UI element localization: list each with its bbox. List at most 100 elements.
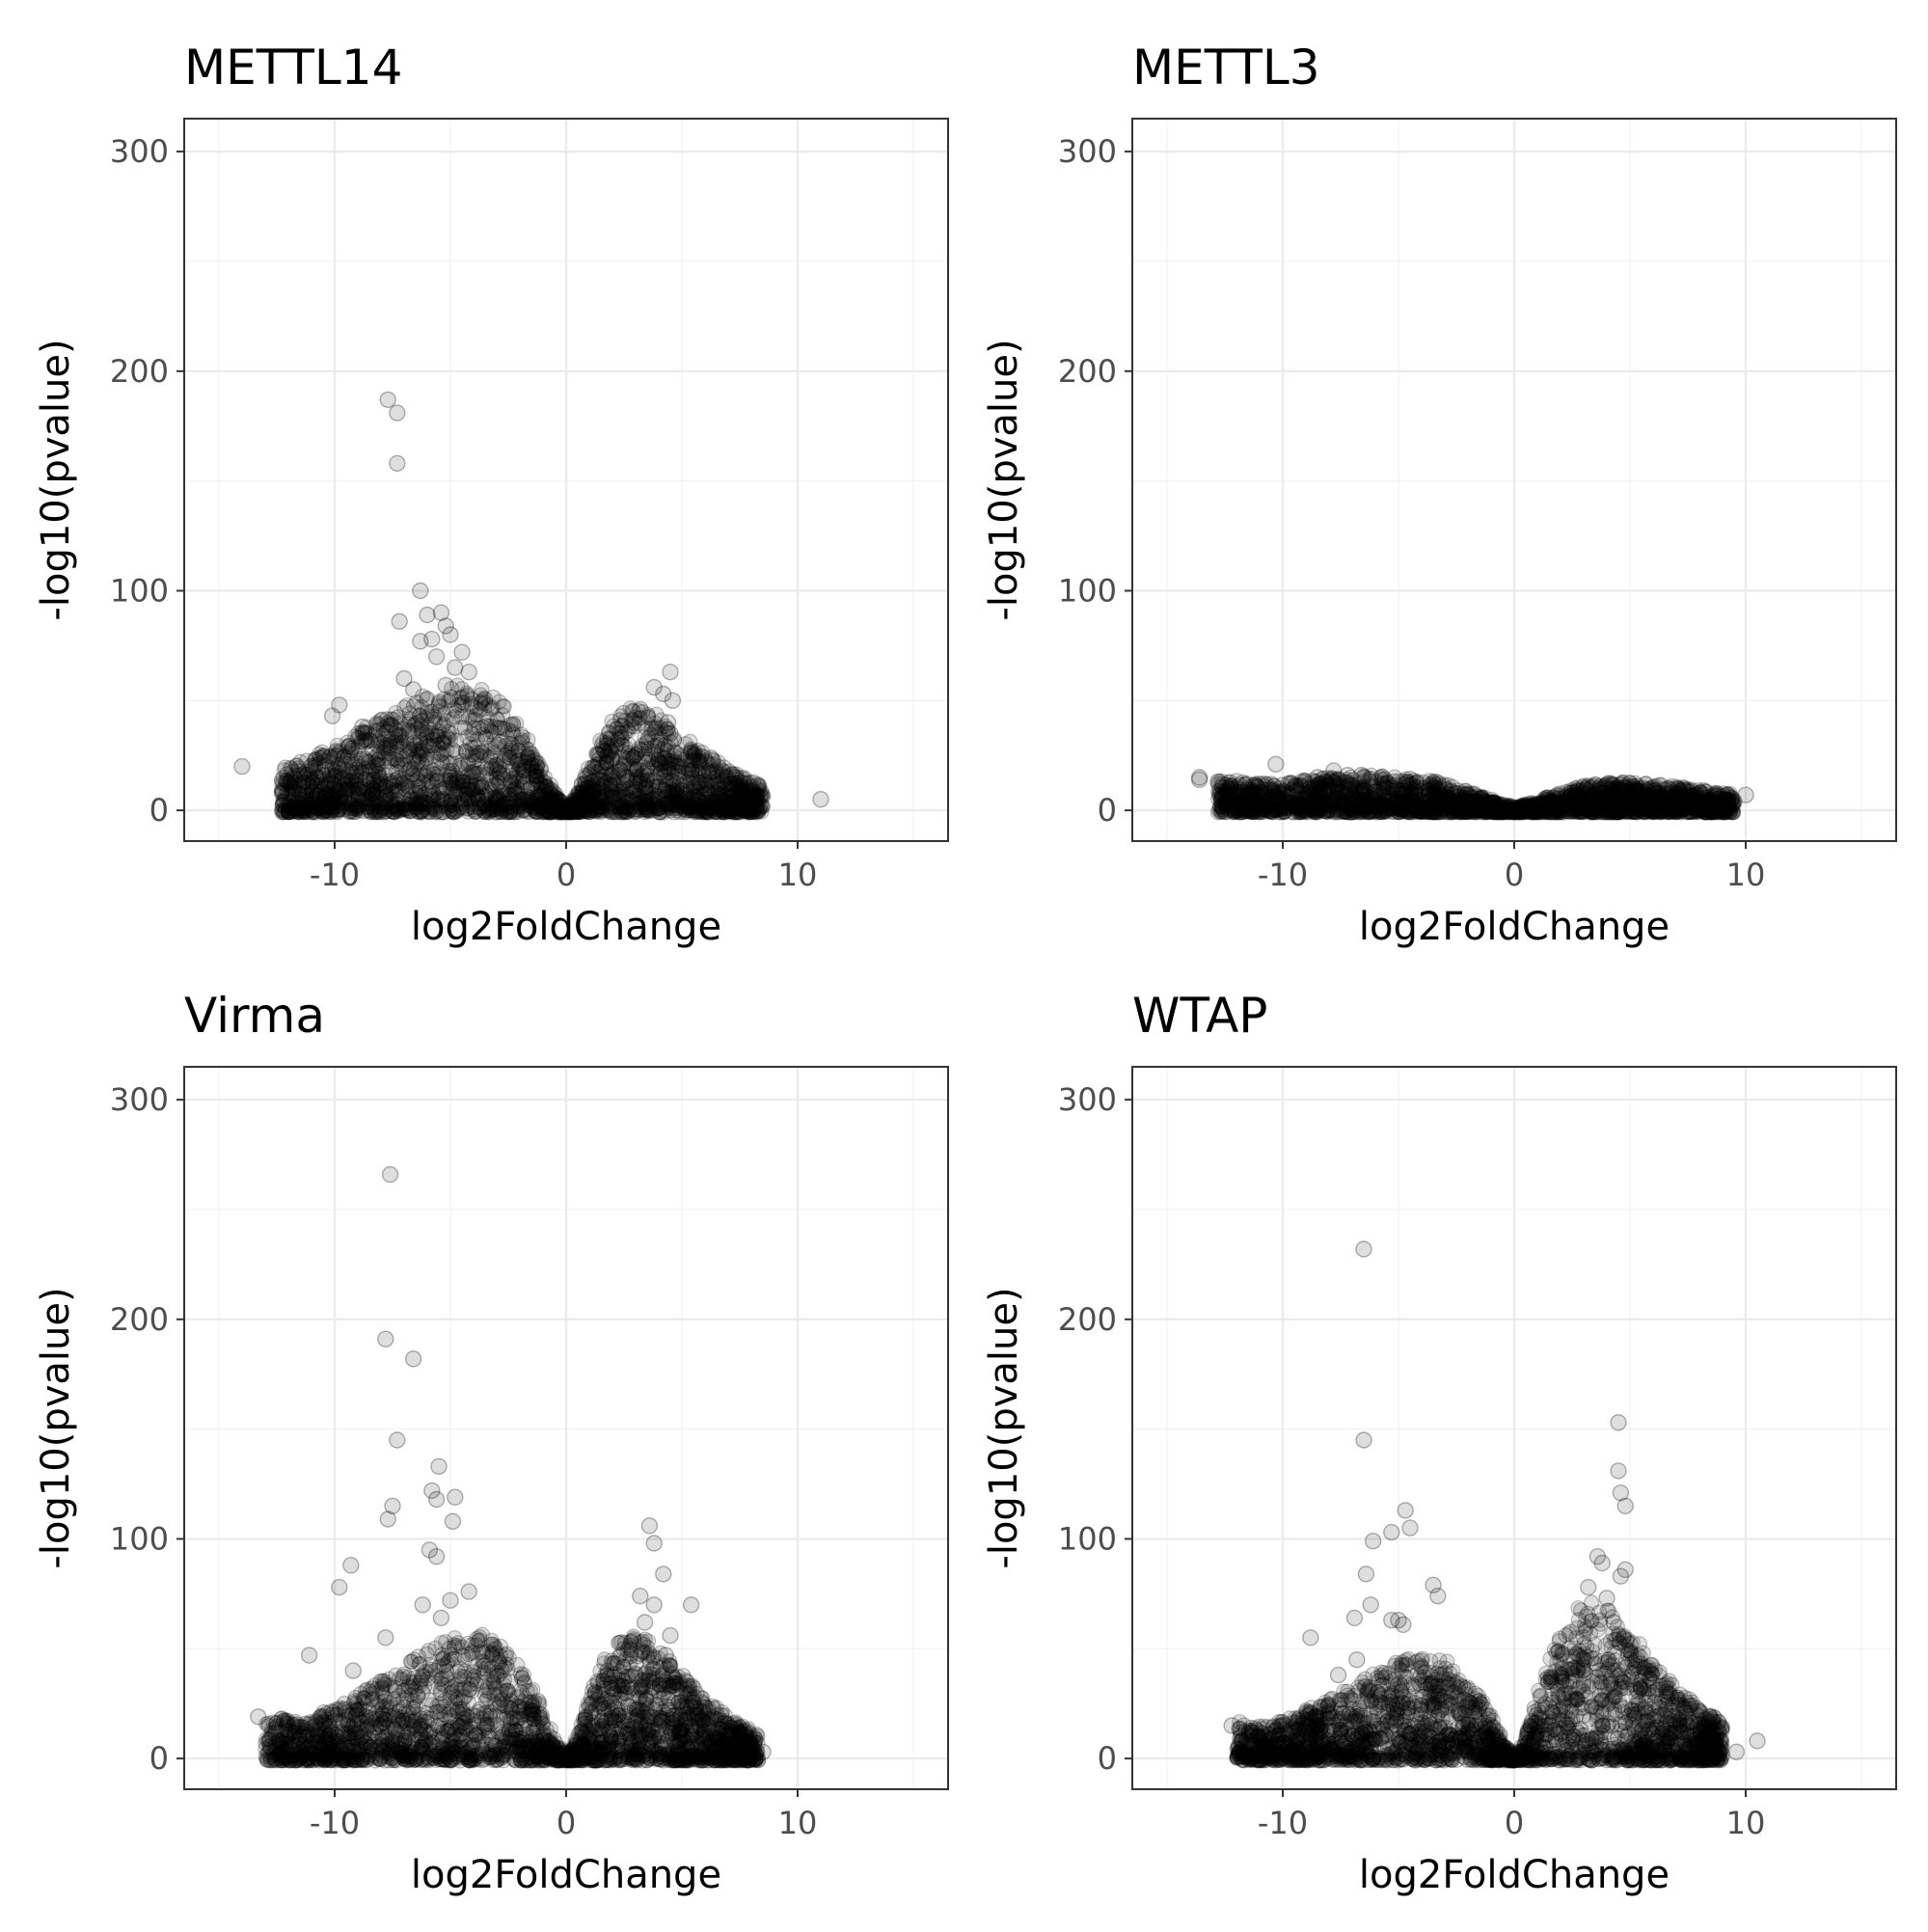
data-point xyxy=(392,613,407,629)
data-point xyxy=(387,721,401,735)
data-point xyxy=(380,392,395,407)
data-point xyxy=(369,718,384,732)
data-point xyxy=(344,762,359,776)
data-point xyxy=(454,644,470,660)
data-point xyxy=(436,793,450,807)
data-point xyxy=(402,706,417,721)
data-point xyxy=(657,770,671,784)
data-point xyxy=(490,803,504,817)
data-point xyxy=(475,683,489,697)
x-tick-label: 10 xyxy=(778,857,818,893)
data-point xyxy=(478,730,493,745)
data-point xyxy=(413,634,428,649)
data-point xyxy=(663,756,677,771)
data-point xyxy=(663,665,678,680)
data-point xyxy=(614,750,629,765)
data-point xyxy=(520,794,534,808)
data-point xyxy=(591,788,606,803)
data-point xyxy=(425,767,440,781)
data-point xyxy=(437,732,451,747)
data-point xyxy=(541,803,556,817)
data-point xyxy=(737,790,752,805)
data-point xyxy=(638,747,653,761)
data-point xyxy=(426,748,441,763)
data-point xyxy=(420,693,434,707)
data-point xyxy=(420,608,435,623)
panel-title: METTL14 xyxy=(184,40,402,95)
data-point xyxy=(320,777,335,792)
data-point xyxy=(373,776,388,790)
data-point xyxy=(350,801,365,815)
data-point xyxy=(390,802,404,816)
y-tick-label: 200 xyxy=(110,353,169,390)
data-point xyxy=(322,796,338,811)
data-point xyxy=(813,792,828,807)
data-point xyxy=(608,799,622,813)
data-point xyxy=(461,665,476,680)
data-point xyxy=(317,759,333,775)
data-point xyxy=(411,778,425,793)
data-point xyxy=(289,758,304,773)
data-point xyxy=(443,627,458,642)
data-point xyxy=(472,766,486,780)
data-point xyxy=(363,799,377,813)
data-point xyxy=(638,730,652,745)
data-point xyxy=(433,716,448,730)
data-point xyxy=(448,660,463,675)
data-point xyxy=(586,774,601,788)
data-point xyxy=(406,682,421,697)
data-point xyxy=(371,734,386,748)
data-point xyxy=(394,758,408,773)
y-tick-label: 100 xyxy=(110,572,169,609)
data-point xyxy=(507,782,522,797)
data-point xyxy=(444,773,458,787)
data-point xyxy=(720,780,734,795)
data-point xyxy=(325,708,340,723)
data-point xyxy=(615,777,630,792)
data-point xyxy=(345,780,360,795)
x-axis-title: log2FoldChange xyxy=(411,905,721,949)
data-point xyxy=(459,786,474,801)
data-point xyxy=(504,765,519,779)
data-point xyxy=(292,787,307,802)
data-point xyxy=(413,584,428,599)
data-point xyxy=(633,701,648,717)
y-tick-label: 300 xyxy=(110,133,169,170)
data-point xyxy=(667,805,682,820)
x-tick-label: -10 xyxy=(310,857,360,893)
data-point xyxy=(440,755,454,770)
data-point xyxy=(753,799,769,814)
data-point xyxy=(408,800,422,814)
data-point xyxy=(600,749,614,764)
data-point xyxy=(632,716,646,730)
data-point xyxy=(485,700,500,715)
data-point xyxy=(502,750,517,765)
data-point xyxy=(624,794,638,808)
data-point xyxy=(663,725,678,741)
data-point xyxy=(525,765,539,779)
data-point xyxy=(390,455,405,471)
data-point xyxy=(704,752,720,768)
data-point xyxy=(611,732,626,747)
point-cloud xyxy=(234,392,828,820)
data-point xyxy=(297,804,312,819)
data-point xyxy=(516,730,530,745)
data-point xyxy=(566,797,581,811)
data-point xyxy=(390,405,405,421)
data-point xyxy=(688,745,702,759)
y-axis-title: -log10(pvalue) xyxy=(34,339,78,620)
data-point xyxy=(724,804,739,819)
data-point xyxy=(390,736,404,750)
data-point xyxy=(549,787,563,802)
y-tick-label: 0 xyxy=(149,792,169,829)
data-point xyxy=(708,801,722,815)
data-point xyxy=(724,766,739,780)
x-tick-label: 0 xyxy=(557,857,576,893)
data-point xyxy=(438,677,453,693)
data-point xyxy=(340,739,356,754)
data-point xyxy=(394,781,409,796)
